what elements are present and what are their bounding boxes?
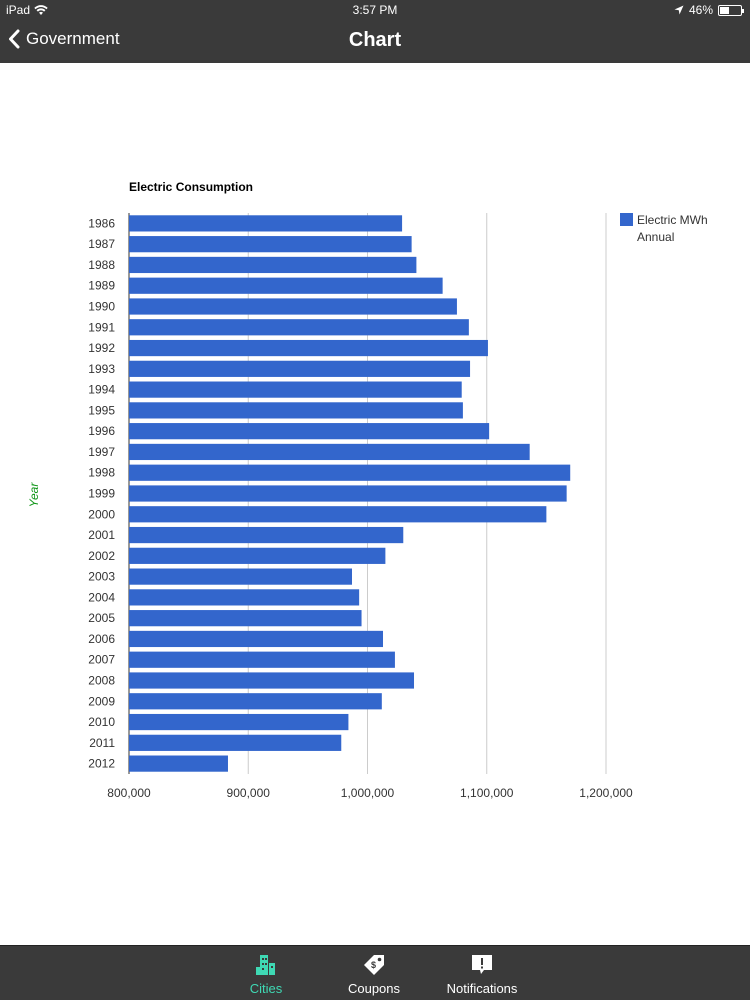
tab-notifications-label: Notifications [446,981,518,996]
y-tick-label: 1987 [88,237,115,251]
y-tick-label: 2010 [88,715,115,729]
status-right: 46% [674,3,744,17]
bar-2003[interactable] [129,568,352,585]
y-tick-label: 1993 [88,362,115,376]
bar-2006[interactable] [129,630,384,648]
tab-bar: Cities $ Coupons Notifications [0,945,750,1000]
battery-level [720,6,730,14]
y-tick-label: 2001 [88,528,115,542]
bar-1999[interactable] [129,485,567,502]
y-tick-label: 1989 [88,279,115,293]
bar-2012[interactable] [129,755,228,772]
bar-1995[interactable] [129,402,463,419]
y-tick-label: 1988 [88,258,115,272]
bar-2001[interactable] [129,526,404,544]
legend-label-line1: Electric MWh [637,213,708,227]
navigation-bar: Government Chart [0,20,750,63]
bar-1992[interactable] [129,339,488,357]
status-time: 3:57 PM [352,3,398,17]
tab-cities[interactable]: Cities [211,946,321,1000]
wifi-icon [34,4,48,15]
y-tick-label: 2000 [88,507,115,521]
bar-2011[interactable] [129,734,342,751]
chart-title: Electric Consumption [129,180,253,194]
bar-1994[interactable] [129,381,462,398]
electric-consumption-chart: Electric Consumption 1986 1987 1988 1989 199… [27,180,708,800]
y-tick-label: 2006 [88,632,115,646]
svg-text:$: $ [371,960,376,970]
status-bar: iPad 3:57 PM 46% [0,0,750,20]
chart-container: Electric Consumption 1986 1987 1988 1989 199… [0,63,750,945]
x-tick-label: 1,100,000 [460,786,514,800]
y-tick-label: 1999 [88,487,115,501]
y-tick-label: 2008 [88,674,115,688]
y-tick-label: 2007 [88,653,115,667]
y-tick-label: 2004 [88,590,115,604]
bars [129,215,571,772]
location-arrow-icon [674,5,684,15]
y-tick-label: 1995 [88,403,115,417]
back-button-label: Government [26,29,120,48]
legend: Electric MWh Annual [620,213,708,244]
tab-coupons-label: Coupons [347,981,401,996]
x-tick-label: 1,200,000 [579,786,633,800]
bar-1986[interactable] [129,215,403,232]
y-tick-label: 1991 [88,320,115,334]
bar-1989[interactable] [129,277,443,294]
x-tick-label: 1,000,000 [341,786,395,800]
y-tick-label: 1986 [88,216,115,230]
legend-swatch [620,213,633,226]
bar-1996[interactable] [129,423,490,440]
y-tick-label: 2002 [88,549,115,563]
bar-2005[interactable] [129,610,362,627]
bar-1987[interactable] [129,236,412,253]
tab-cities-label: Cities [249,981,283,996]
bar-2007[interactable] [129,651,395,668]
bar-1990[interactable] [129,298,457,315]
bar-2004[interactable] [129,589,360,606]
battery-icon [718,4,744,16]
bar-1988[interactable] [129,256,417,274]
tab-coupons[interactable]: $ Coupons [319,946,429,1000]
y-tick-label: 2009 [88,694,115,708]
x-tick-label: 900,000 [227,786,271,800]
bar-1997[interactable] [129,443,530,461]
y-tick-label: 2005 [88,611,115,625]
y-tick-label: 2011 [89,736,115,750]
battery-percent: 46% [688,3,713,17]
y-tick-labels: 1986 1987 1988 1989 1990 1991 1992 1993 1994 1995… [88,216,115,770]
y-axis-title: Year [27,482,41,508]
notification-bubble-icon [470,952,494,978]
chevron-left-icon [9,29,20,49]
bar-2000[interactable] [129,506,547,523]
bar-1998[interactable] [129,464,571,481]
y-tick-label: 1994 [88,383,115,397]
y-tick-label: 2012 [88,757,115,771]
y-tick-label: 1997 [88,445,115,459]
y-tick-label: 1996 [88,424,115,438]
bar-1991[interactable] [129,319,469,336]
tab-notifications[interactable]: Notifications [427,946,537,1000]
bar-2009[interactable] [129,693,382,710]
status-left: iPad [6,3,48,17]
back-button[interactable]: Government [8,29,120,49]
x-tick-labels: 800,000 900,000 1,000,000 1,100,000 1,200,00… [107,786,633,800]
y-tick-label: 1992 [88,341,115,355]
legend-label-line2: Annual [637,230,674,244]
bar-2002[interactable] [129,547,386,564]
y-tick-label: 1990 [88,300,115,314]
bar-2008[interactable] [129,672,415,689]
device-name: iPad [6,3,31,17]
cities-icon [254,952,278,978]
bar-1993[interactable] [129,360,471,377]
y-tick-label: 1998 [88,466,115,480]
coupon-tag-icon: $ [361,952,387,978]
bar-2010[interactable] [129,713,349,731]
x-tick-label: 800,000 [107,786,151,800]
y-tick-label: 2003 [88,570,115,584]
